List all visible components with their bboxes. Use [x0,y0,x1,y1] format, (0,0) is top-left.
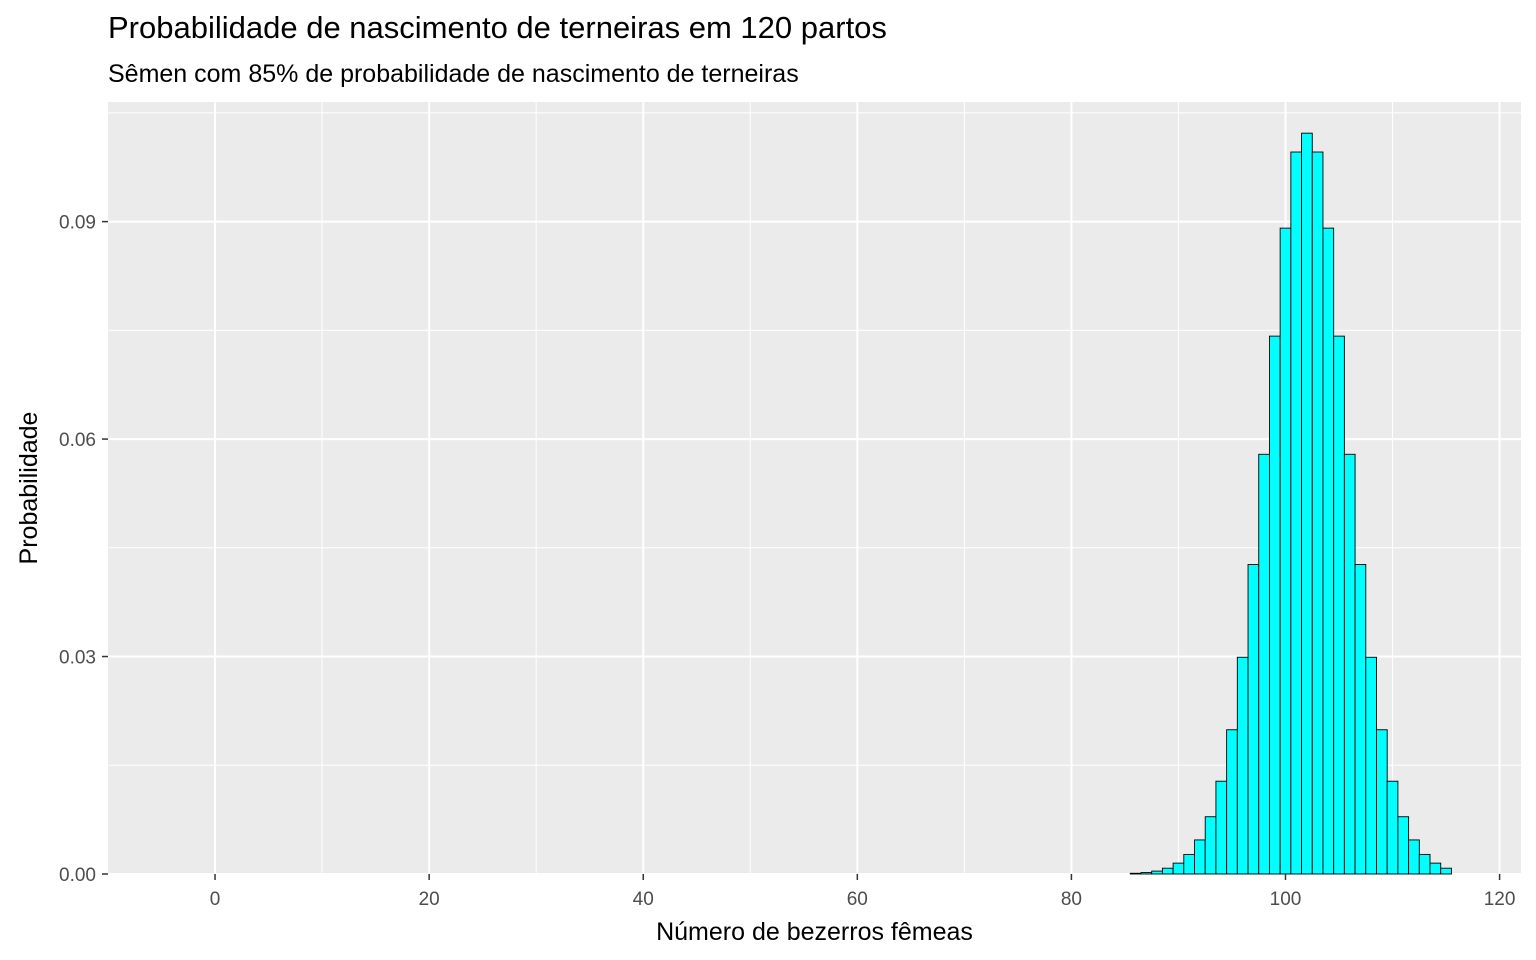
bar [1333,335,1345,875]
bar [1386,780,1399,875]
bar [1161,867,1174,875]
bar [1258,453,1270,875]
bar [1215,780,1228,875]
minor-grid [108,102,1521,874]
bar [1397,816,1410,875]
bar [1247,564,1260,875]
bar [1429,862,1442,875]
chart-title: Probabilidade de nascimento de terneiras… [108,10,887,45]
bar [1194,839,1206,875]
bar [1290,151,1303,875]
x-tick-label: 40 [633,889,654,910]
x-tick-label: 120 [1484,889,1516,910]
bar [1204,816,1217,875]
y-axis-title: Probabilidade [15,412,43,565]
x-tick-label: 100 [1270,889,1302,910]
bar [1440,867,1452,875]
bar [1322,227,1335,875]
bar [1172,862,1185,875]
bar [1140,872,1153,875]
y-tick-label: 0.03 [59,648,96,669]
y-tick-label: 0.00 [59,865,96,886]
bar [1408,839,1420,875]
y-axis: 0.00 0.03 0.06 0.09 [59,213,108,886]
x-axis: 0 20 40 60 80 100 120 [210,874,1516,910]
x-tick-label: 60 [847,889,868,910]
bars-group [1129,132,1452,875]
bar [1151,870,1163,875]
chart-subtitle: Sêmen com 85% de probabilidade de nascim… [108,60,799,88]
x-tick-label: 0 [210,889,221,910]
bar [1183,853,1195,875]
y-tick-label: 0.06 [59,430,96,451]
bar [1418,853,1431,875]
bar [1268,335,1281,875]
bar [1279,227,1292,875]
bar [1236,656,1249,875]
bar [1129,872,1142,875]
y-tick-label: 0.09 [59,213,96,234]
x-tick-label: 20 [419,889,440,910]
bar [1354,564,1367,875]
bar [1343,453,1356,875]
bar [1365,656,1377,875]
x-tick-label: 80 [1061,889,1082,910]
bar [1376,729,1388,875]
bar [1226,729,1238,875]
x-axis-title: Número de bezerros fêmeas [656,918,973,946]
bar [1301,132,1313,875]
bar [1311,151,1324,875]
